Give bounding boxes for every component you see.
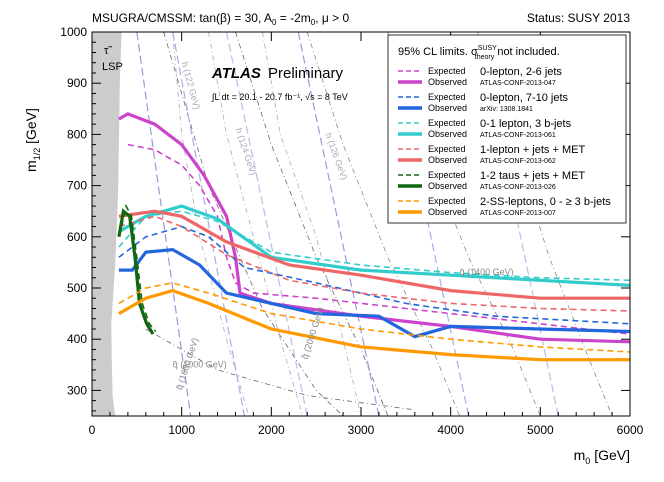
contour-line-8 <box>262 32 362 416</box>
series-observed-line-4 <box>117 208 155 335</box>
legend-observed-label-1: Observed <box>428 103 467 113</box>
x-tick-label-2: 2000 <box>258 423 285 437</box>
y-tick-label-2: 500 <box>67 281 87 295</box>
contour-line-0 <box>145 328 415 411</box>
y-axis-label: m1/2 [GeV] <box>23 108 42 172</box>
legend-observed-label-5: Observed <box>428 207 467 217</box>
legend-series-name-5: 2-SS-leptons, 0 - ≥ 3 b-jets <box>480 196 611 208</box>
series-observed-line-1 <box>118 247 630 339</box>
lumi-label: ∫L dt = 20.1 - 20.7 fb⁻¹, √s = 8 TeV <box>211 92 348 102</box>
y-tick-label-5: 800 <box>67 127 87 141</box>
header-left: MSUGRA/CMSSM: tan(β) = 30, A0 = -2m0, μ … <box>92 11 349 27</box>
legend-expected-label-2: Expected <box>428 118 466 128</box>
higgs-contour-1 <box>172 32 246 416</box>
x-tick-label-3: 3000 <box>348 423 375 437</box>
x-tick-label-0: 0 <box>89 423 96 437</box>
x-tick-label-5: 5000 <box>527 423 554 437</box>
series-expected-line-2 <box>118 210 630 282</box>
legend-series-name-4: 1-2 taus + jets + MET <box>480 170 585 182</box>
y-tick-label-7: 1000 <box>60 25 87 39</box>
legend-series-ref-3: ATLAS-CONF-2013-062 <box>480 158 556 165</box>
y-tick-label-3: 600 <box>67 230 87 244</box>
legend-observed-label-4: Observed <box>428 181 467 191</box>
legend-observed-label-2: Observed <box>428 129 467 139</box>
squark-label-0: q̃ (1000 GeV) <box>172 359 226 369</box>
legend-expected-label-1: Expected <box>428 92 466 102</box>
y-tick-label-6: 900 <box>67 76 87 90</box>
legend-series-ref-0: ATLAS-CONF-2013-047 <box>480 80 556 87</box>
higgs-contour-2 <box>225 32 308 416</box>
legend-title: 95% CL limits. σSUSY theory not included. <box>398 45 560 61</box>
x-axis-label: m0 [GeV] <box>574 447 630 466</box>
contour-line-5 <box>477 32 613 416</box>
stau-label: τ̃ <box>104 45 112 57</box>
legend-expected-label-5: Expected <box>428 196 466 206</box>
legend-series-name-2: 0-1 lepton, 3 b-jets <box>480 118 572 130</box>
higgs-contour-3 <box>297 32 380 416</box>
x-tick-label-6: 6000 <box>617 423 644 437</box>
lsp-label: LSP <box>102 61 123 73</box>
y-tick-label-0: 300 <box>67 383 87 397</box>
legend-series-ref-4: ATLAS-CONF-2013-026 <box>480 184 556 191</box>
legend-series-ref-2: ATLAS-CONF-2013-061 <box>480 132 556 139</box>
x-tick-label-1: 1000 <box>168 423 195 437</box>
y-tick-label-1: 400 <box>67 332 87 346</box>
series-expected-line-0 <box>127 143 630 335</box>
x-tick-label-4: 4000 <box>437 423 464 437</box>
legend-series-ref-1: arXiv: 1308.1841 <box>480 106 533 113</box>
header-right: Status: SUSY 2013 <box>527 11 631 25</box>
series-observed-line-5 <box>118 288 630 362</box>
contour-line-1 <box>163 32 344 416</box>
series-expected-line-1 <box>118 225 630 325</box>
legend-observed-label-0: Observed <box>428 77 467 87</box>
legend-series-ref-5: ATLAS-CONF-2013-007 <box>480 210 556 217</box>
legend-expected-label-4: Expected <box>428 170 466 180</box>
series-expected-line-4 <box>120 203 157 333</box>
higgs-contour-0 <box>136 32 192 416</box>
lsp-excluded-region <box>92 32 122 416</box>
y-tick-label-4: 700 <box>67 179 87 193</box>
legend-expected-label-0: Expected <box>428 66 466 76</box>
legend-series-name-0: 0-lepton, 2-6 jets <box>480 66 562 78</box>
legend-box <box>387 34 627 224</box>
atlas-preliminary: Preliminary <box>268 65 344 82</box>
squark-label-3: q̃ (1400 GeV) <box>459 267 513 277</box>
contour-line-6 <box>172 32 250 416</box>
legend-series-name-1: 0-lepton, 7-10 jets <box>480 92 569 104</box>
series-observed-line-3 <box>118 209 630 300</box>
legend-observed-label-3: Observed <box>428 155 467 165</box>
series-expected-line-5 <box>118 282 630 353</box>
atlas-label: ATLAS <box>211 65 261 82</box>
legend-expected-label-3: Expected <box>428 144 466 154</box>
legend-series-name-3: 1-lepton + jets + MET <box>480 144 585 156</box>
